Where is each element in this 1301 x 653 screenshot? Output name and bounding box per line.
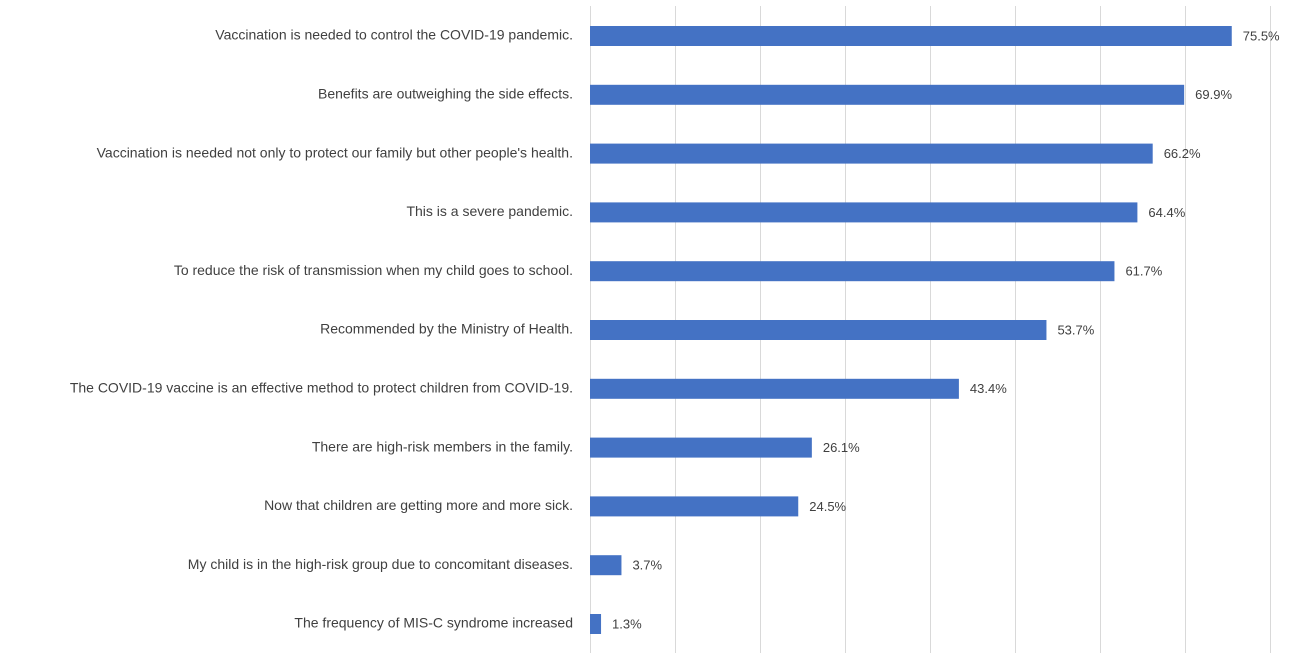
bar	[590, 202, 1138, 223]
category-label: Vaccination is needed not only to protec…	[97, 144, 573, 160]
bar	[590, 320, 1047, 340]
bar-layer	[590, 26, 1232, 634]
bar	[590, 614, 602, 634]
category-label: This is a severe pandemic.	[406, 203, 573, 219]
value-label: 64.4%	[1148, 205, 1185, 220]
value-label: 24.5%	[809, 499, 846, 514]
bar	[590, 261, 1115, 282]
value-label: 26.1%	[823, 440, 860, 455]
value-label: 43.4%	[970, 381, 1007, 396]
bar	[590, 143, 1153, 164]
bar	[590, 84, 1185, 105]
category-label: Benefits are outweighing the side effect…	[318, 86, 573, 102]
value-label: 3.7%	[632, 558, 662, 573]
value-label: 1.3%	[612, 616, 642, 631]
category-label: My child is in the high-risk group due t…	[188, 556, 573, 572]
value-label: 61.7%	[1125, 264, 1162, 279]
category-label: There are high-risk members in the famil…	[312, 438, 573, 454]
bar	[590, 378, 959, 399]
category-label: Recommended by the Ministry of Health.	[320, 321, 573, 337]
category-label: The frequency of MIS-C syndrome increase…	[294, 615, 573, 631]
value-label: 75.5%	[1243, 28, 1280, 43]
category-label: Now that children are getting more and m…	[264, 497, 573, 513]
category-label: To reduce the risk of transmission when …	[174, 262, 573, 278]
bar	[590, 26, 1232, 46]
value-label: 53.7%	[1057, 322, 1094, 337]
bar	[590, 555, 622, 576]
category-label: Vaccination is needed to control the COV…	[215, 27, 573, 43]
value-label: 66.2%	[1164, 146, 1201, 161]
label-layer: Vaccination is needed to control the COV…	[70, 27, 1280, 632]
bar	[590, 496, 799, 517]
bar	[590, 437, 812, 458]
value-label: 69.9%	[1195, 87, 1232, 102]
category-label: The COVID-19 vaccine is an effective met…	[70, 380, 573, 396]
